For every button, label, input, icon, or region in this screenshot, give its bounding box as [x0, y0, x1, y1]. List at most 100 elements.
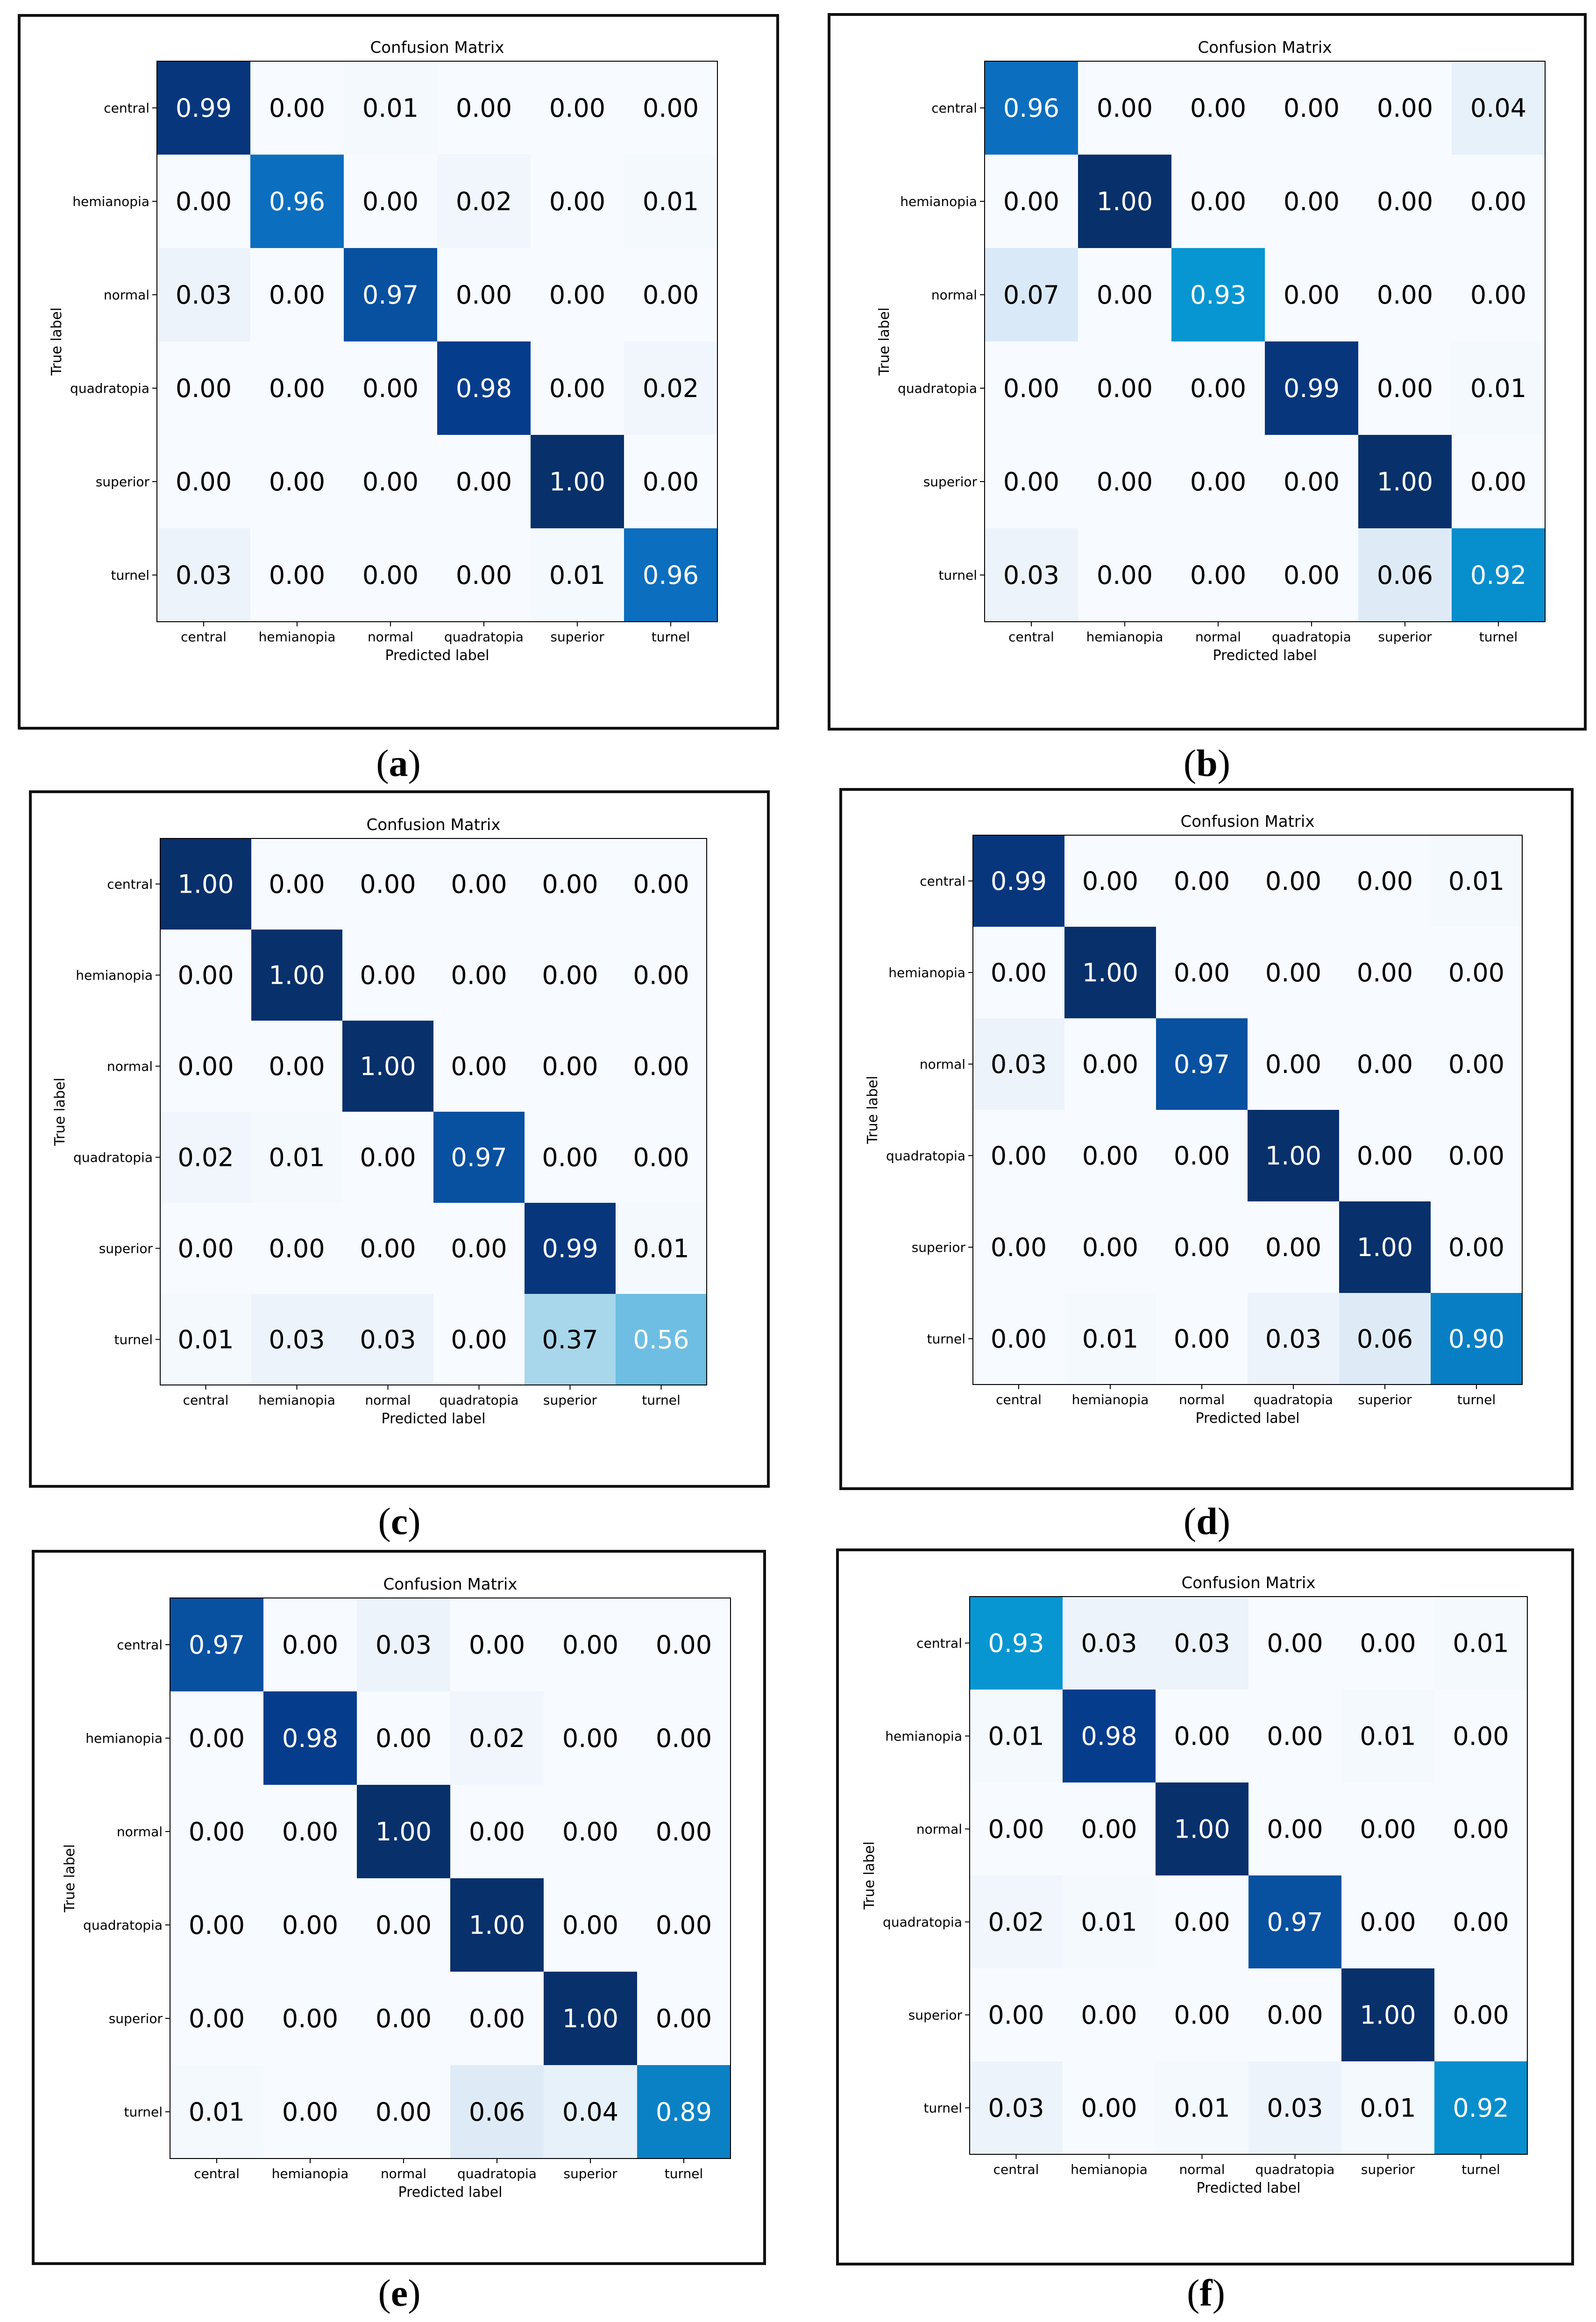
cell-value-label: 0.00 — [269, 1234, 325, 1264]
matrix-cell — [1341, 1875, 1434, 1968]
cell-value-label: 0.00 — [562, 1630, 618, 1660]
cell-value-label: 0.01 — [549, 561, 605, 590]
cell-value-label: 0.00 — [360, 1234, 416, 1264]
cell-value-label: 0.01 — [1453, 1629, 1509, 1658]
matrix-cell — [544, 1972, 637, 2065]
matrix-cell — [1265, 155, 1358, 248]
cell-value-label: 0.00 — [1448, 1233, 1504, 1262]
matrix-cell — [1358, 61, 1452, 155]
matrix-cell — [160, 1203, 251, 1294]
x-tick-label: hemianopia — [258, 1392, 335, 1408]
caption-letter: f — [1199, 2272, 1213, 2314]
matrix-cell — [263, 1598, 357, 1691]
matrix-cell — [433, 1203, 525, 1294]
matrix-cell — [160, 930, 251, 1021]
matrix-cell — [170, 1691, 263, 1785]
cell-value-label: 0.00 — [176, 374, 232, 403]
matrix-cell — [970, 1875, 1063, 1968]
matrix-cell — [1064, 927, 1156, 1018]
matrix-cell — [1452, 435, 1545, 528]
x-tick-label: hemianopia — [1072, 1392, 1149, 1407]
cell-value-label: 0.00 — [1360, 1815, 1416, 1844]
matrix-cell — [1156, 1293, 1248, 1385]
y-axis-label: True label — [865, 1076, 881, 1144]
y-axis-label: True label — [62, 1844, 78, 1913]
cell-value-label: 0.01 — [1360, 2094, 1416, 2123]
cell-value-label: 0.00 — [1082, 1050, 1138, 1079]
y-tick-label: superior — [109, 2011, 163, 2026]
cell-value-label: 0.00 — [549, 93, 605, 123]
matrix-cell — [637, 1691, 731, 1785]
cell-value-label: 0.96 — [269, 187, 325, 216]
matrix-cell — [624, 435, 717, 528]
x-tick-label: central — [996, 1392, 1042, 1407]
cell-value-label: 0.00 — [1470, 187, 1526, 216]
matrix-cell — [1341, 1690, 1434, 1782]
matrix-cell — [1156, 835, 1248, 927]
cell-value-label: 0.00 — [1453, 1815, 1509, 1844]
x-tick-label: hemianopia — [259, 629, 336, 645]
cell-value-label: 0.00 — [549, 187, 605, 216]
y-tick-label: central — [117, 1637, 163, 1653]
matrix-cell — [433, 1021, 525, 1112]
cell-value-label: 0.00 — [1267, 2001, 1323, 2030]
matrix-cell — [450, 1785, 544, 1878]
cell-value-label: 0.00 — [469, 2004, 525, 2033]
cell-value-label: 0.00 — [656, 2004, 712, 2033]
cell-value-label: 0.00 — [1357, 1050, 1413, 1079]
x-tick-label: hemianopia — [1086, 629, 1163, 645]
cell-value-label: 0.00 — [189, 1817, 245, 1846]
x-tick-label: quadratopia — [440, 1392, 519, 1408]
matrix-cell — [973, 1018, 1064, 1110]
y-tick-label: normal — [916, 1822, 962, 1837]
matrix-cell — [1358, 435, 1452, 528]
cell-value-label: 0.00 — [1284, 467, 1340, 497]
y-tick-label: hemianopia — [900, 194, 977, 209]
cell-value-label: 0.00 — [1174, 1141, 1230, 1171]
cell-value-label: 0.00 — [542, 870, 598, 899]
y-tick-label: normal — [931, 287, 977, 303]
cell-value-label: 0.03 — [991, 1050, 1047, 1079]
matrix-cell — [525, 838, 616, 930]
cell-value-label: 0.00 — [643, 467, 699, 497]
y-tick-label: central — [931, 100, 977, 116]
cell-value-label: 0.02 — [456, 187, 512, 216]
x-axis-label: Predicted label — [1213, 647, 1317, 664]
matrix-cell — [1064, 1110, 1156, 1201]
panel-caption-e: (e) — [378, 2272, 421, 2314]
matrix-cell — [344, 248, 437, 341]
cell-value-label: 0.00 — [269, 374, 325, 403]
matrix-cell — [1171, 61, 1265, 155]
confusion-matrix-f: Confusion Matrix 0.93 0.03 0.03 0.00 0.00 0.01… — [861, 1574, 1528, 2196]
cell-value-label: 0.00 — [562, 1817, 618, 1846]
matrix-cell — [437, 528, 531, 622]
cell-value-label: 0.00 — [1377, 93, 1433, 123]
matrix-cell — [1156, 1875, 1248, 1968]
matrix-cell — [157, 155, 250, 248]
x-tick-label: hemianopia — [272, 2166, 349, 2181]
matrix-cell — [263, 1878, 357, 1972]
cell-value-label: 1.00 — [549, 467, 605, 497]
matrix-cell — [1078, 61, 1171, 155]
matrix-cell — [342, 838, 433, 930]
cell-value-label: 0.99 — [542, 1234, 598, 1264]
y-tick-label: quadratopia — [883, 1915, 962, 1930]
cell-value-label: 0.00 — [1267, 1629, 1323, 1658]
cell-value-label: 0.00 — [656, 1910, 712, 1940]
cell-value-label: 0.00 — [1267, 1815, 1323, 1844]
cell-value-label: 0.00 — [1357, 866, 1413, 896]
y-tick-label: normal — [104, 287, 149, 303]
chart-title: Confusion Matrix — [367, 816, 501, 834]
matrix-cell — [1341, 1782, 1434, 1875]
x-tick-label: quadratopia — [444, 629, 524, 645]
cell-value-label: 0.01 — [177, 1325, 234, 1355]
matrix-cell — [985, 341, 1078, 435]
matrix-cell — [531, 528, 624, 622]
matrix-cell — [637, 1785, 731, 1878]
matrix-cell — [1063, 1782, 1156, 1875]
plot-frame — [160, 838, 707, 1385]
y-axis-label: True label — [49, 307, 65, 376]
matrix-cell — [342, 1112, 433, 1203]
cell-value-label: 0.00 — [282, 2004, 338, 2033]
matrix-cell — [531, 155, 624, 248]
